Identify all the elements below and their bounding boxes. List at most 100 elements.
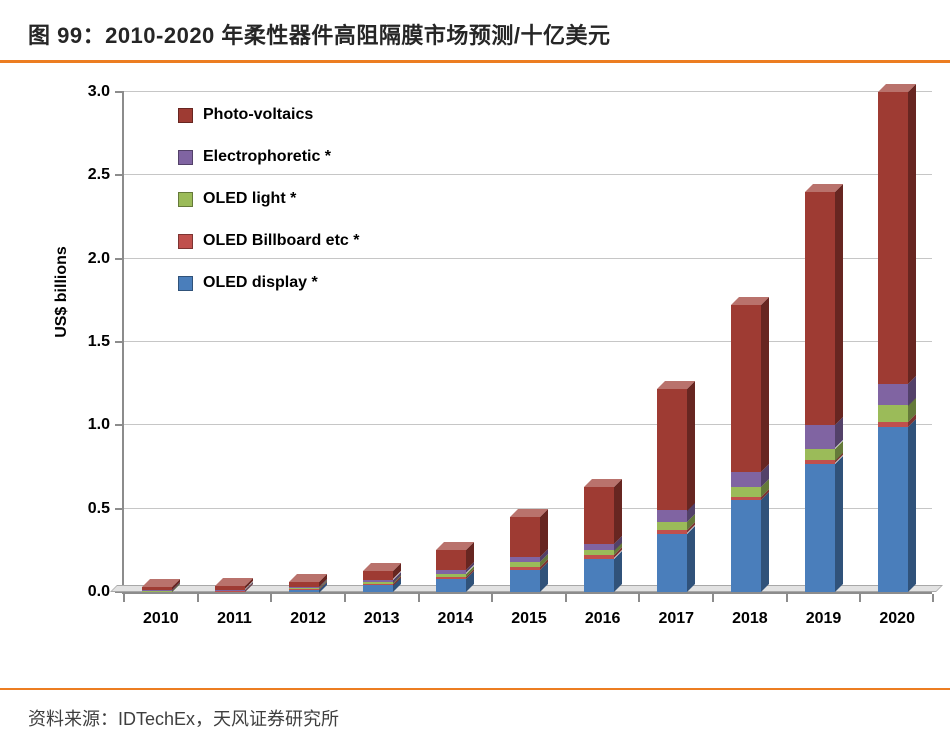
bar-segment-oled-billboard-etc: [362, 583, 393, 586]
legend-swatch: [178, 275, 193, 291]
legend-item: Electrophoretic *: [178, 148, 359, 166]
figure-title: 图 99：2010-2020 年柔性器件高阻隔膜市场预测/十亿美元: [28, 23, 611, 48]
gridline: [124, 174, 932, 176]
y-tick-label: 1.5: [87, 333, 110, 350]
bar-segment-electrophoretic: [804, 425, 835, 449]
bar-segment-side: [834, 455, 843, 592]
bar-segment-electrophoretic: [878, 383, 909, 406]
x-tick-label: 2018: [732, 610, 768, 627]
x-tick-label: 2011: [217, 610, 252, 627]
gridline: [124, 424, 932, 426]
bar-segment-side: [760, 297, 769, 472]
x-tick-mark: [196, 594, 199, 602]
bar-segment-photo-voltaics: [878, 92, 909, 384]
legend-label: OLED light *: [203, 190, 297, 207]
x-tick-mark: [491, 594, 494, 602]
gridline: [124, 257, 932, 259]
y-tick-mark: [115, 91, 124, 93]
bar-segment-oled-billboard-etc: [510, 567, 540, 571]
x-tick-mark: [417, 594, 420, 602]
bar-segment-electrophoretic: [436, 570, 467, 574]
bar-segment-oled-display: [583, 558, 614, 592]
bar-segment-oled-display: [436, 578, 467, 592]
x-tick-label: 2010: [143, 610, 179, 627]
chart-legend: Photo-voltaics Electrophoretic * OLED ligh…: [178, 106, 359, 316]
y-tick-label: 1.0: [87, 416, 110, 434]
x-tick-mark: [712, 594, 715, 602]
bar-segment-side: [613, 479, 622, 544]
bar-segment-oled-light: [215, 590, 246, 591]
legend-swatch: [178, 149, 193, 165]
bar-segment-oled-billboard-etc: [878, 422, 909, 427]
bar-segment-oled-light: [657, 522, 688, 531]
y-tick-mark: [115, 174, 124, 177]
bar-segment-electrophoretic: [510, 557, 540, 562]
x-tick-mark: [932, 594, 934, 602]
y-tick-mark: [115, 341, 124, 343]
x-tick-mark: [123, 594, 125, 602]
bar-segment-electrophoretic: [730, 472, 761, 487]
bar-segment-oled-billboard-etc: [215, 590, 246, 592]
bar-segment-oled-light: [510, 562, 540, 567]
x-tick-label: 2013: [363, 610, 400, 627]
bar-segment-oled-display: [510, 570, 540, 592]
bar-segment-side: [908, 84, 917, 384]
y-tick-mark: [115, 591, 124, 593]
bar-segment-oled-billboard-etc: [583, 555, 614, 559]
plot-area: 0.0 0.5 1.0 1.5 2.0 2.5 3.0 2010 2011 2012 2013 201…: [88, 83, 943, 627]
x-tick-label: 2019: [805, 610, 842, 627]
legend-label: OLED display *: [203, 274, 318, 291]
bar-segment-photo-voltaics: [730, 305, 761, 472]
bar-segment-photo-voltaics: [141, 586, 172, 590]
bar-segment-electrophoretic: [583, 543, 614, 551]
bar-segment-photo-voltaics: [436, 550, 467, 571]
y-tick-label: 3.0: [87, 83, 110, 100]
y-tick-mark: [115, 507, 124, 510]
legend-swatch: [178, 191, 193, 207]
bar-segment-oled-light: [804, 448, 835, 461]
bar-segment-oled-billboard-etc: [804, 460, 835, 464]
title-divider: [0, 60, 950, 63]
bar-segment-electrophoretic: [362, 579, 393, 582]
footer-divider: [0, 688, 950, 690]
bar-segment-side: [908, 419, 917, 592]
bar-segment-side: [687, 380, 696, 511]
bar-segment-photo-voltaics: [362, 571, 393, 580]
gridline: [124, 507, 932, 509]
y-tick-label: 2.0: [87, 249, 110, 267]
bar-segment-photo-voltaics: [215, 586, 246, 590]
bar-segment-oled-billboard-etc: [436, 577, 467, 579]
bar-segment-electrophoretic: [215, 589, 246, 591]
legend-label: Photo-voltaics: [203, 106, 314, 123]
bar-segment-side: [687, 525, 696, 592]
legend-swatch: [178, 107, 193, 123]
legend-item: OLED Billboard etc *: [178, 232, 359, 250]
bar-segment-oled-display: [289, 589, 320, 592]
x-tick-label: 2016: [584, 610, 621, 627]
y-tick-label: 0.5: [87, 499, 110, 517]
x-tick-mark: [564, 594, 567, 602]
source-note: 资料来源：IDTechEx，天风证券研究所: [28, 709, 340, 729]
bar-segment-oled-billboard-etc: [730, 497, 761, 501]
legend-swatch: [178, 233, 193, 249]
bar-segment-oled-display: [215, 591, 246, 592]
bar-segment-photo-voltaics: [657, 388, 688, 511]
x-tick-mark: [859, 594, 862, 602]
y-tick-mark: [115, 424, 124, 427]
y-tick-label: 2.5: [87, 166, 110, 184]
bar-segment-oled-light: [878, 405, 909, 422]
gridline: [124, 341, 932, 342]
bar-segment-oled-light: [362, 582, 393, 584]
bar-segment-oled-billboard-etc: [289, 588, 320, 590]
legend-label: OLED Billboard etc *: [203, 232, 360, 249]
x-tick-mark: [785, 594, 788, 602]
bar-segment-side: [834, 184, 843, 426]
x-tick-label: 2014: [437, 610, 474, 627]
y-tick-mark: [115, 257, 124, 260]
x-tick-label: 2012: [290, 610, 326, 627]
chart-figure: US$ billions 0.0 0.5 1.0 1.5 2.0 2.5 3.0 2010 20…: [0, 80, 950, 670]
bar-segment-oled-display: [804, 463, 835, 592]
bar-segment-oled-display: [878, 427, 909, 592]
bar-segment-oled-light: [289, 588, 320, 589]
gridline: [124, 91, 932, 92]
